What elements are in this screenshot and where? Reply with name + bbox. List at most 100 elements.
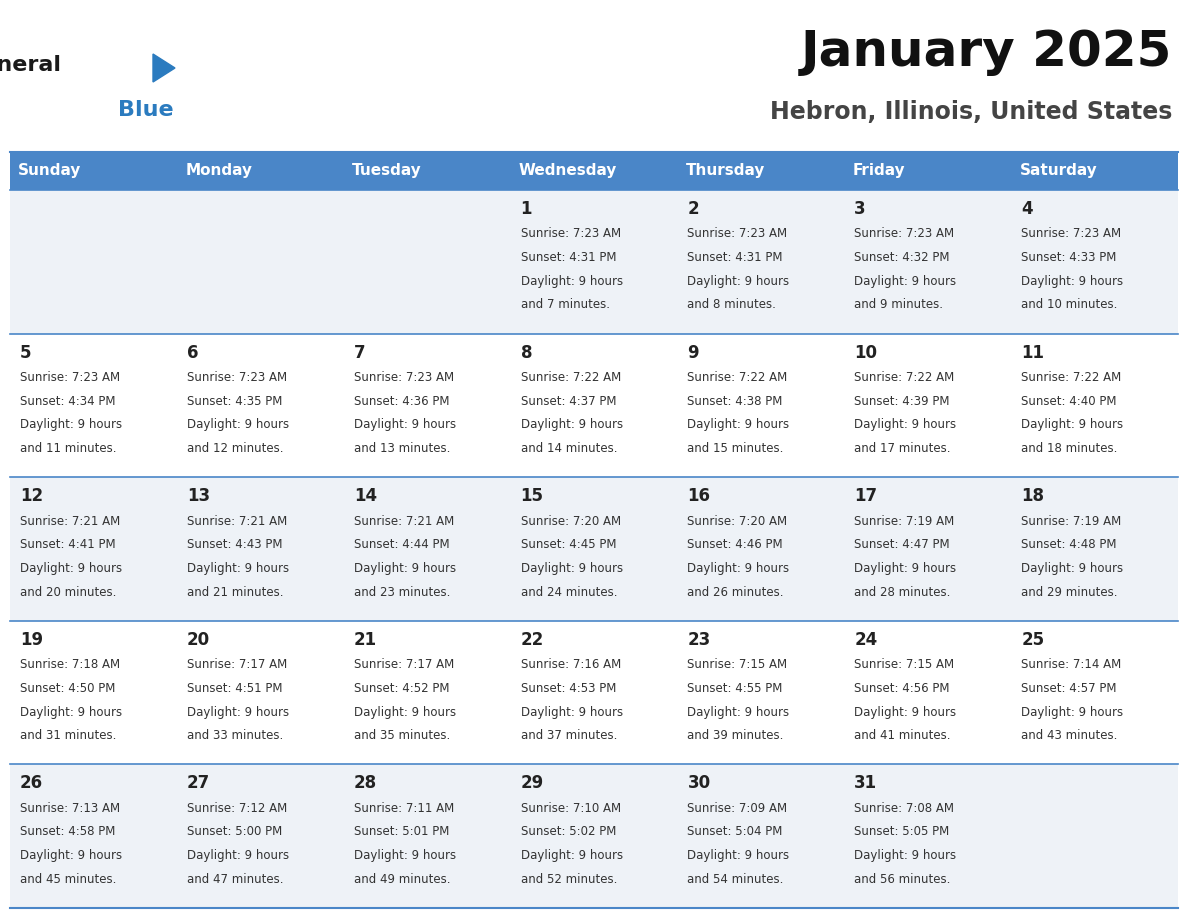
- Text: and 43 minutes.: and 43 minutes.: [1022, 729, 1118, 743]
- Text: Sunrise: 7:10 AM: Sunrise: 7:10 AM: [520, 801, 620, 815]
- Bar: [10, 152, 177, 190]
- Text: Sunset: 4:34 PM: Sunset: 4:34 PM: [20, 395, 115, 408]
- Text: Daylight: 9 hours: Daylight: 9 hours: [1022, 562, 1124, 575]
- Text: and 14 minutes.: and 14 minutes.: [520, 442, 617, 455]
- Text: 1: 1: [520, 200, 532, 218]
- Bar: [177, 152, 343, 190]
- Bar: [1011, 477, 1178, 621]
- Bar: [343, 621, 511, 765]
- Text: and 13 minutes.: and 13 minutes.: [354, 442, 450, 455]
- Text: and 21 minutes.: and 21 minutes.: [187, 586, 284, 599]
- Text: Sunrise: 7:21 AM: Sunrise: 7:21 AM: [20, 514, 120, 528]
- Text: and 11 minutes.: and 11 minutes.: [20, 442, 116, 455]
- Text: Sunset: 4:33 PM: Sunset: 4:33 PM: [1022, 251, 1117, 264]
- Polygon shape: [153, 54, 175, 82]
- Text: Sunset: 4:46 PM: Sunset: 4:46 PM: [688, 538, 783, 551]
- Text: Sunset: 4:31 PM: Sunset: 4:31 PM: [520, 251, 617, 264]
- Text: 14: 14: [354, 487, 377, 505]
- Text: Sunrise: 7:20 AM: Sunrise: 7:20 AM: [688, 514, 788, 528]
- Text: Sunrise: 7:21 AM: Sunrise: 7:21 AM: [187, 514, 287, 528]
- Text: 13: 13: [187, 487, 210, 505]
- Text: Sunrise: 7:22 AM: Sunrise: 7:22 AM: [520, 371, 621, 384]
- Text: Sunset: 5:04 PM: Sunset: 5:04 PM: [688, 825, 783, 838]
- Text: and 17 minutes.: and 17 minutes.: [854, 442, 950, 455]
- Text: Sunset: 4:38 PM: Sunset: 4:38 PM: [688, 395, 783, 408]
- Text: and 31 minutes.: and 31 minutes.: [20, 729, 116, 743]
- Bar: [1011, 765, 1178, 908]
- Text: January 2025: January 2025: [801, 28, 1173, 76]
- Text: Daylight: 9 hours: Daylight: 9 hours: [854, 419, 956, 431]
- Bar: [343, 190, 511, 333]
- Text: and 12 minutes.: and 12 minutes.: [187, 442, 284, 455]
- Text: Daylight: 9 hours: Daylight: 9 hours: [688, 419, 790, 431]
- Text: Sunrise: 7:20 AM: Sunrise: 7:20 AM: [520, 514, 620, 528]
- Text: 25: 25: [1022, 631, 1044, 649]
- Text: Daylight: 9 hours: Daylight: 9 hours: [20, 849, 122, 862]
- Text: Sunset: 4:31 PM: Sunset: 4:31 PM: [688, 251, 783, 264]
- Bar: [677, 333, 845, 477]
- Text: and 41 minutes.: and 41 minutes.: [854, 729, 950, 743]
- Text: Sunrise: 7:22 AM: Sunrise: 7:22 AM: [854, 371, 954, 384]
- Text: 15: 15: [520, 487, 544, 505]
- Bar: [845, 765, 1011, 908]
- Text: Daylight: 9 hours: Daylight: 9 hours: [20, 562, 122, 575]
- Text: Sunset: 4:43 PM: Sunset: 4:43 PM: [187, 538, 283, 551]
- Bar: [511, 333, 677, 477]
- Text: and 23 minutes.: and 23 minutes.: [354, 586, 450, 599]
- Text: 18: 18: [1022, 487, 1044, 505]
- Text: Sunrise: 7:19 AM: Sunrise: 7:19 AM: [854, 514, 954, 528]
- Text: and 24 minutes.: and 24 minutes.: [520, 586, 617, 599]
- Text: and 9 minutes.: and 9 minutes.: [854, 298, 943, 311]
- Text: Daylight: 9 hours: Daylight: 9 hours: [354, 706, 456, 719]
- Text: Sunrise: 7:21 AM: Sunrise: 7:21 AM: [354, 514, 454, 528]
- Text: Friday: Friday: [853, 163, 905, 178]
- Bar: [10, 765, 177, 908]
- Text: 17: 17: [854, 487, 878, 505]
- Text: Blue: Blue: [118, 100, 173, 120]
- Bar: [10, 621, 177, 765]
- Text: Sunset: 4:37 PM: Sunset: 4:37 PM: [520, 395, 617, 408]
- Text: 20: 20: [187, 631, 210, 649]
- Text: Sunrise: 7:23 AM: Sunrise: 7:23 AM: [688, 228, 788, 241]
- Bar: [1011, 621, 1178, 765]
- Text: Sunrise: 7:22 AM: Sunrise: 7:22 AM: [688, 371, 788, 384]
- Text: Sunset: 4:39 PM: Sunset: 4:39 PM: [854, 395, 949, 408]
- Text: Sunrise: 7:19 AM: Sunrise: 7:19 AM: [1022, 514, 1121, 528]
- Text: Thursday: Thursday: [685, 163, 765, 178]
- Text: Sunset: 5:01 PM: Sunset: 5:01 PM: [354, 825, 449, 838]
- Text: Sunday: Sunday: [18, 163, 82, 178]
- Bar: [845, 190, 1011, 333]
- Text: Daylight: 9 hours: Daylight: 9 hours: [520, 706, 623, 719]
- Bar: [343, 477, 511, 621]
- Text: and 35 minutes.: and 35 minutes.: [354, 729, 450, 743]
- Text: and 45 minutes.: and 45 minutes.: [20, 873, 116, 886]
- Text: and 54 minutes.: and 54 minutes.: [688, 873, 784, 886]
- Bar: [177, 477, 343, 621]
- Text: Saturday: Saturday: [1019, 163, 1098, 178]
- Text: Sunrise: 7:15 AM: Sunrise: 7:15 AM: [854, 658, 954, 671]
- Text: and 37 minutes.: and 37 minutes.: [520, 729, 617, 743]
- Text: Sunrise: 7:23 AM: Sunrise: 7:23 AM: [187, 371, 287, 384]
- Bar: [10, 190, 177, 333]
- Bar: [177, 765, 343, 908]
- Text: Daylight: 9 hours: Daylight: 9 hours: [688, 562, 790, 575]
- Text: Daylight: 9 hours: Daylight: 9 hours: [520, 419, 623, 431]
- Text: Daylight: 9 hours: Daylight: 9 hours: [1022, 419, 1124, 431]
- Text: Daylight: 9 hours: Daylight: 9 hours: [354, 849, 456, 862]
- Bar: [677, 190, 845, 333]
- Text: 9: 9: [688, 343, 699, 362]
- Text: 21: 21: [354, 631, 377, 649]
- Bar: [511, 765, 677, 908]
- Text: Daylight: 9 hours: Daylight: 9 hours: [854, 562, 956, 575]
- Text: Daylight: 9 hours: Daylight: 9 hours: [187, 562, 289, 575]
- Text: Sunrise: 7:22 AM: Sunrise: 7:22 AM: [1022, 371, 1121, 384]
- Text: Sunset: 4:41 PM: Sunset: 4:41 PM: [20, 538, 115, 551]
- Text: Sunrise: 7:23 AM: Sunrise: 7:23 AM: [520, 228, 620, 241]
- Text: 22: 22: [520, 631, 544, 649]
- Bar: [677, 152, 845, 190]
- Bar: [343, 333, 511, 477]
- Text: Sunset: 4:47 PM: Sunset: 4:47 PM: [854, 538, 950, 551]
- Text: Daylight: 9 hours: Daylight: 9 hours: [187, 849, 289, 862]
- Text: and 49 minutes.: and 49 minutes.: [354, 873, 450, 886]
- Bar: [343, 152, 511, 190]
